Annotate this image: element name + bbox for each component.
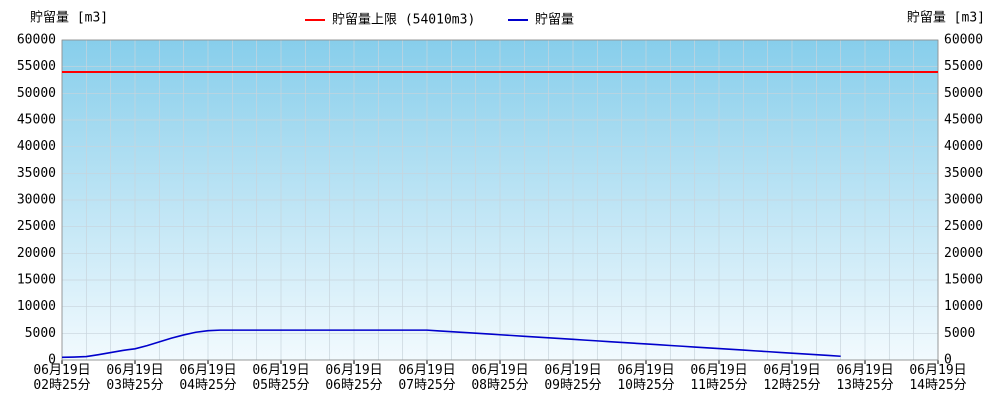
y-tick-label-right: 20000 [944,246,983,261]
y-tick-label: 25000 [17,219,56,234]
y-tick-label: 60000 [17,33,56,48]
x-tick-label: 06月19日 07時25分 [398,363,456,393]
y-tick-label: 45000 [17,113,56,128]
legend-label: 貯留量 [535,13,574,28]
legend-label: 貯留量上限 (54010m3) [332,13,475,28]
x-tick-label: 06月19日 03時25分 [106,363,164,393]
series-line [61,329,841,359]
y-tick-label-right: 5000 [944,326,975,341]
x-tick-label: 06月19日 12時25分 [763,363,821,393]
y-tick-label-right: 60000 [944,33,983,48]
y-tick-label: 10000 [17,299,56,314]
x-tick-label: 06月19日 14時25分 [909,363,967,393]
x-tick-label: 06月19日 10時25分 [617,363,675,393]
y-axis-title-left: 貯留量 [m3] [30,11,108,26]
x-tick-label: 06月19日 06時25分 [325,363,383,393]
y-tick-label-right: 10000 [944,299,983,314]
y-tick-label: 50000 [17,86,56,101]
y-tick-label-right: 30000 [944,193,983,208]
x-tick-label: 06月19日 04時25分 [179,363,237,393]
y-tick-label-right: 45000 [944,113,983,128]
x-tick-label: 06月19日 13時25分 [836,363,894,393]
y-tick-label-right: 50000 [944,86,983,101]
y-tick-label-right: 0 [944,353,952,368]
y-tick-label: 5000 [25,326,56,341]
y-tick-label-right: 55000 [944,59,983,74]
plot-border [61,39,939,361]
y-tick-label-right: 25000 [944,219,983,234]
y-tick-label-right: 35000 [944,166,983,181]
y-tick-label: 35000 [17,166,56,181]
y-axis-title-right: 貯留量 [m3] [907,11,985,26]
y-tick-label: 0 [48,353,56,368]
y-tick-label: 20000 [17,246,56,261]
x-tick-label: 06月19日 08時25分 [471,363,529,393]
x-tick-label: 06月19日 05時25分 [252,363,310,393]
y-tick-label: 15000 [17,273,56,288]
x-tick-label: 06月19日 09時25分 [544,363,602,393]
x-tick-label: 06月19日 02時25分 [33,363,91,393]
y-tick-label: 55000 [17,59,56,74]
y-tick-label-right: 40000 [944,139,983,154]
y-tick-label: 30000 [17,193,56,208]
y-tick-label: 40000 [17,139,56,154]
x-tick-label: 06月19日 11時25分 [690,363,748,393]
y-tick-label-right: 15000 [944,273,983,288]
